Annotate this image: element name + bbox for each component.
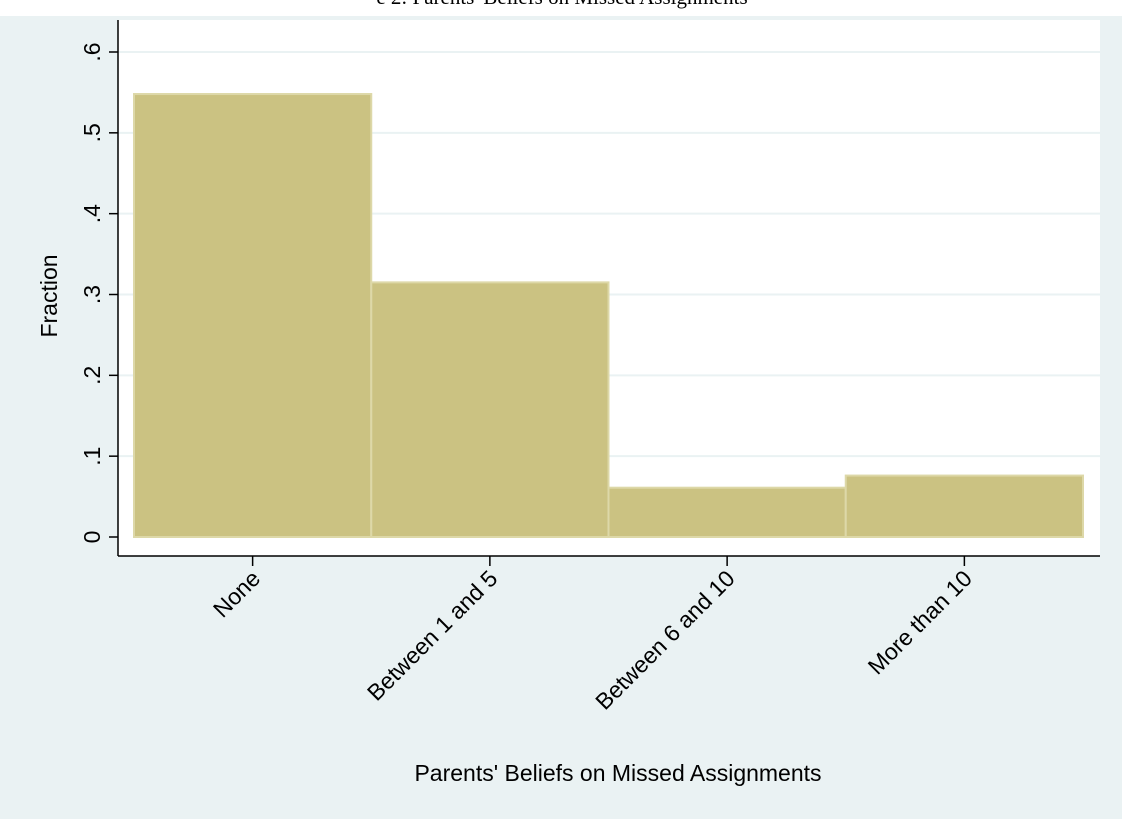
- y-tick-label: .3: [79, 285, 105, 304]
- y-tick-label: 0: [79, 531, 105, 544]
- y-tick-label: .5: [79, 123, 105, 142]
- y-ticks: 0 .1 .2 .3 .4 .5 .6: [79, 42, 118, 543]
- y-tick-label: .1: [79, 447, 105, 466]
- axes: [117, 20, 1100, 557]
- bar: [133, 93, 373, 539]
- y-tick-label: .6: [79, 42, 105, 61]
- bars: [133, 93, 1084, 539]
- bar: [844, 474, 1084, 539]
- y-axis-title: Fraction: [36, 254, 62, 337]
- bar: [370, 281, 610, 538]
- x-axis-title: Parents' Beliefs on Missed Assignments: [414, 760, 821, 786]
- bar: [607, 486, 847, 539]
- y-tick-label: .4: [79, 204, 105, 223]
- page-caption: e 2: Parents' Beliefs on Missed Assignme…: [376, 0, 747, 9]
- y-tick-label: .2: [79, 366, 105, 385]
